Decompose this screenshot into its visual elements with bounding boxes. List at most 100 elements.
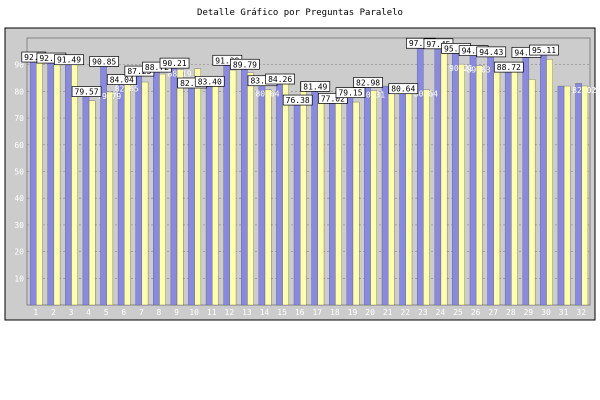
data-label-series-2: 82.65	[115, 84, 139, 93]
data-label-series-1: 94.26	[514, 48, 538, 57]
y-tick-label: 40	[14, 194, 24, 203]
data-label-series-1: 84.26	[268, 75, 292, 84]
y-tick-label: 70	[14, 114, 24, 123]
bar-series-1	[241, 65, 248, 306]
bar-series-2	[176, 69, 184, 306]
bar-series-2	[352, 101, 360, 306]
data-label-series-1: 84.04	[110, 76, 134, 85]
bar-series-1	[82, 92, 90, 306]
data-label-box	[493, 61, 524, 73]
bar-series-1	[452, 49, 459, 306]
bar-series-1	[258, 81, 266, 306]
bar-series-1	[47, 58, 55, 306]
bar-series-2	[300, 81, 307, 306]
bar-series-2	[458, 63, 465, 306]
data-label-series-2: 80.64	[414, 90, 438, 99]
x-tick-label: 13	[242, 308, 252, 317]
bar-series-2	[581, 85, 589, 306]
y-tick-label: 60	[14, 141, 24, 150]
data-label-series-1: 79.57	[75, 88, 99, 97]
data-label-box	[282, 94, 313, 106]
bar-series-1	[575, 83, 582, 306]
data-label-series-1: 81.49	[303, 82, 327, 91]
bar-series-1	[522, 53, 530, 306]
bar-series-2	[229, 69, 237, 306]
data-label-box	[54, 54, 84, 66]
x-tick-label: 19	[348, 308, 358, 317]
data-label-series-1: 82.77	[180, 79, 204, 88]
data-label-box	[476, 46, 507, 58]
bar-series-2	[159, 73, 166, 306]
data-label-series-1: 88.72	[145, 63, 169, 72]
y-tick-label: 50	[14, 168, 24, 177]
x-tick-label: 22	[400, 308, 410, 317]
x-tick-label: 23	[418, 308, 428, 317]
x-tick-label: 17	[312, 308, 322, 317]
data-label-series-1: 77.02	[321, 94, 345, 103]
bar-series-1	[223, 61, 231, 306]
data-label-series-1: 83.40	[198, 77, 222, 86]
bar-series-2	[247, 72, 254, 306]
bar-series-2	[282, 73, 290, 306]
bar-series-1	[135, 71, 143, 306]
data-label-box	[106, 74, 137, 85]
x-tick-label: 18	[330, 308, 340, 317]
chart-title: Detalle Gráfico por Preguntas Paralelo	[197, 8, 403, 18]
x-tick-label: 28	[506, 308, 516, 317]
data-label-series-1: 87.23	[127, 67, 151, 76]
bar-series-1	[29, 57, 37, 306]
x-tick-label: 12	[225, 308, 235, 317]
bar-series-2	[387, 85, 395, 306]
bar-series-1	[293, 100, 301, 306]
bar-series-2	[264, 89, 272, 306]
x-tick-label: 1	[33, 308, 38, 317]
x-tick-label: 32	[576, 308, 586, 317]
x-tick-label: 9	[174, 308, 179, 317]
bar-series-2	[335, 91, 342, 306]
x-tick-label: 3	[69, 308, 74, 317]
bar-series-2	[475, 65, 483, 306]
data-label-box	[89, 56, 120, 67]
x-tick-label: 15	[277, 308, 287, 317]
data-label-box	[318, 93, 348, 104]
x-tick-label: 27	[488, 308, 498, 317]
bar-series-1	[205, 82, 213, 306]
x-tick-label: 24	[436, 308, 446, 317]
bar-series-1	[346, 93, 354, 306]
bar-series-2	[36, 61, 43, 306]
x-tick-label: 14	[260, 308, 270, 317]
bar-series-2	[88, 100, 96, 306]
bar-series-1	[188, 83, 195, 306]
data-label-box	[265, 73, 295, 85]
bar-series-1	[557, 85, 565, 306]
bar-series-1	[381, 85, 389, 306]
x-tick-label: 4	[86, 308, 91, 317]
bar-series-2	[405, 85, 413, 306]
bar-series-1	[364, 83, 371, 306]
data-label-series-1: 92.11	[39, 54, 63, 63]
data-label-series-1: 94.89	[462, 47, 486, 56]
data-label-box	[159, 57, 190, 69]
y-tick-label: 20	[14, 248, 24, 257]
bar-series-2	[124, 84, 131, 306]
x-tick-label: 5	[104, 308, 109, 317]
x-tick-label: 16	[295, 308, 305, 317]
data-label-series-1: 90.21	[163, 59, 187, 68]
bar-series-2	[317, 93, 325, 306]
x-tick-label: 30	[541, 308, 551, 317]
bar-series-2	[493, 61, 501, 306]
data-label-box	[230, 58, 260, 70]
bar-series-1	[311, 87, 318, 306]
x-tick-label: 21	[383, 308, 393, 317]
data-label-series-2: 90.21	[449, 64, 473, 73]
bar-series-1	[65, 60, 72, 306]
bar-series-1	[117, 80, 125, 306]
data-label-series-1: 95.74	[444, 44, 468, 53]
x-tick-label: 29	[524, 308, 534, 317]
data-label-series-1: 95.11	[532, 46, 556, 55]
data-label-series-1: 97.66	[409, 39, 433, 48]
data-label-series-2: 82.02	[572, 86, 596, 95]
bar-series-2	[511, 64, 518, 306]
data-label-box	[300, 81, 331, 92]
